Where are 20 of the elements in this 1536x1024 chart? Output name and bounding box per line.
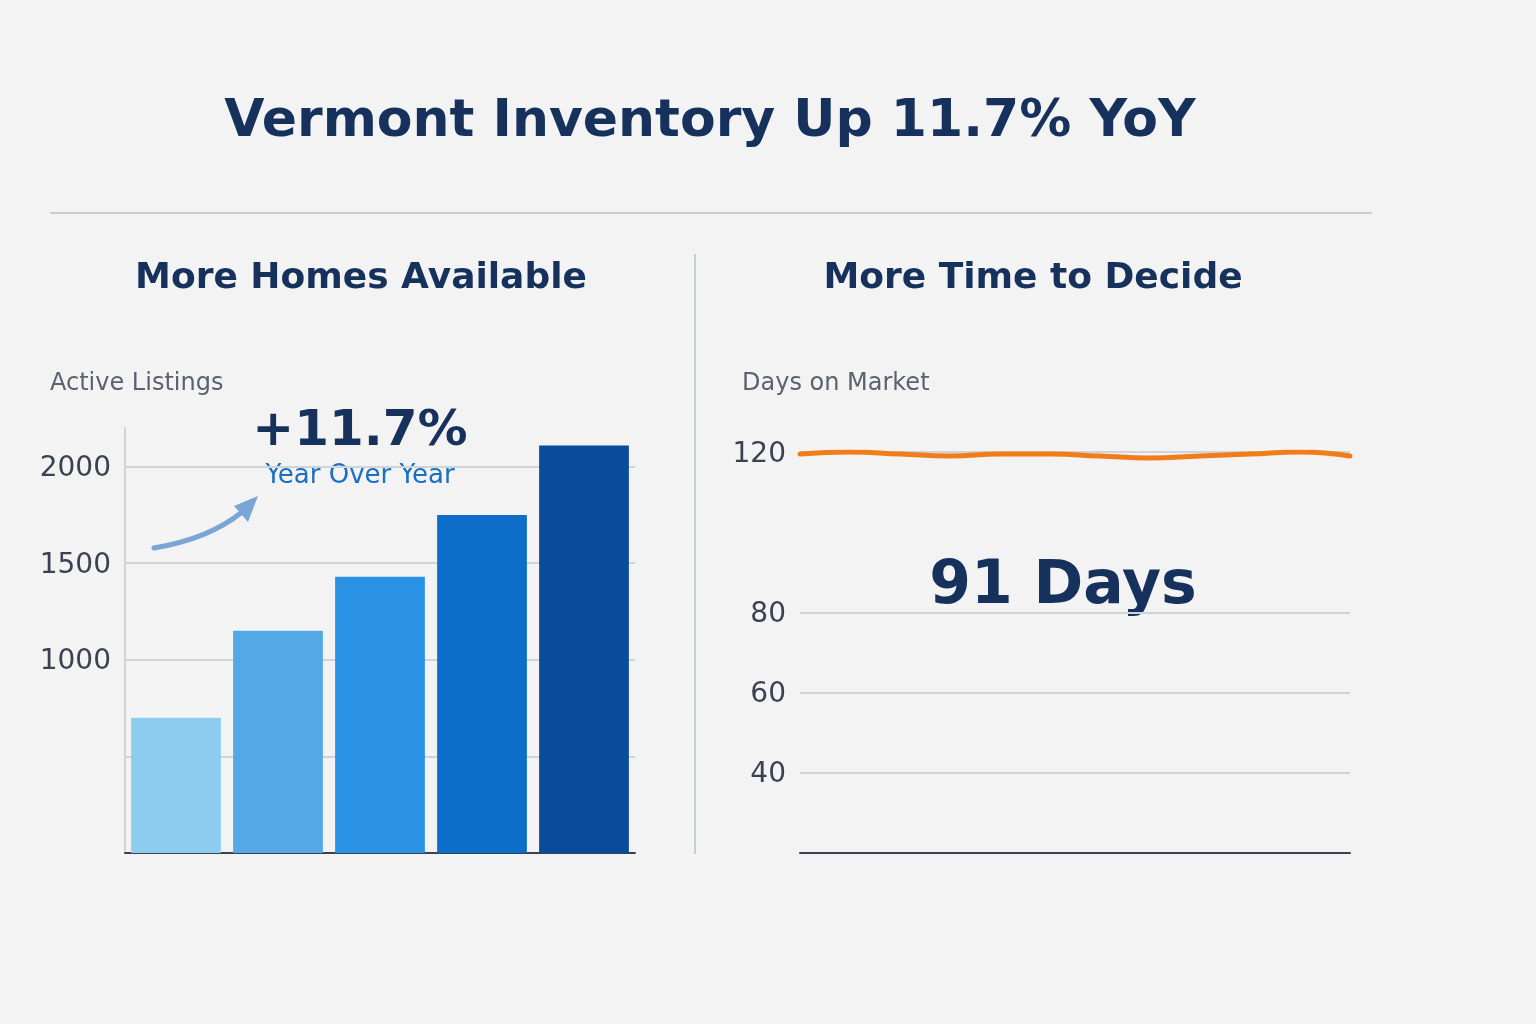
bar [539, 445, 629, 853]
chart-title: More Homes Available [135, 254, 587, 296]
annotation: +11.7% [252, 399, 468, 457]
y-tick-label: 120 [732, 435, 786, 469]
y-tick-label: 60 [750, 676, 786, 710]
annotation: 91 Days [929, 547, 1197, 617]
bar [233, 630, 323, 853]
text: Vermont Inventory Up 11.7% YoY [223, 88, 1197, 148]
y-axis-title: Active Listings [50, 368, 224, 396]
bar [335, 576, 425, 853]
y-tick-label: 1000 [39, 643, 111, 677]
bar [437, 514, 527, 853]
y-axis-title: Days on Market [742, 368, 930, 396]
y-tick-label: 80 [750, 595, 786, 629]
chart-title: More Time to Decide [823, 254, 1243, 296]
y-tick-label: 1500 [39, 546, 111, 580]
y-tick-label: 40 [750, 756, 786, 790]
bar [131, 717, 221, 853]
y-tick-label: 2000 [39, 450, 111, 484]
annotation: Year Over Year [264, 459, 455, 489]
